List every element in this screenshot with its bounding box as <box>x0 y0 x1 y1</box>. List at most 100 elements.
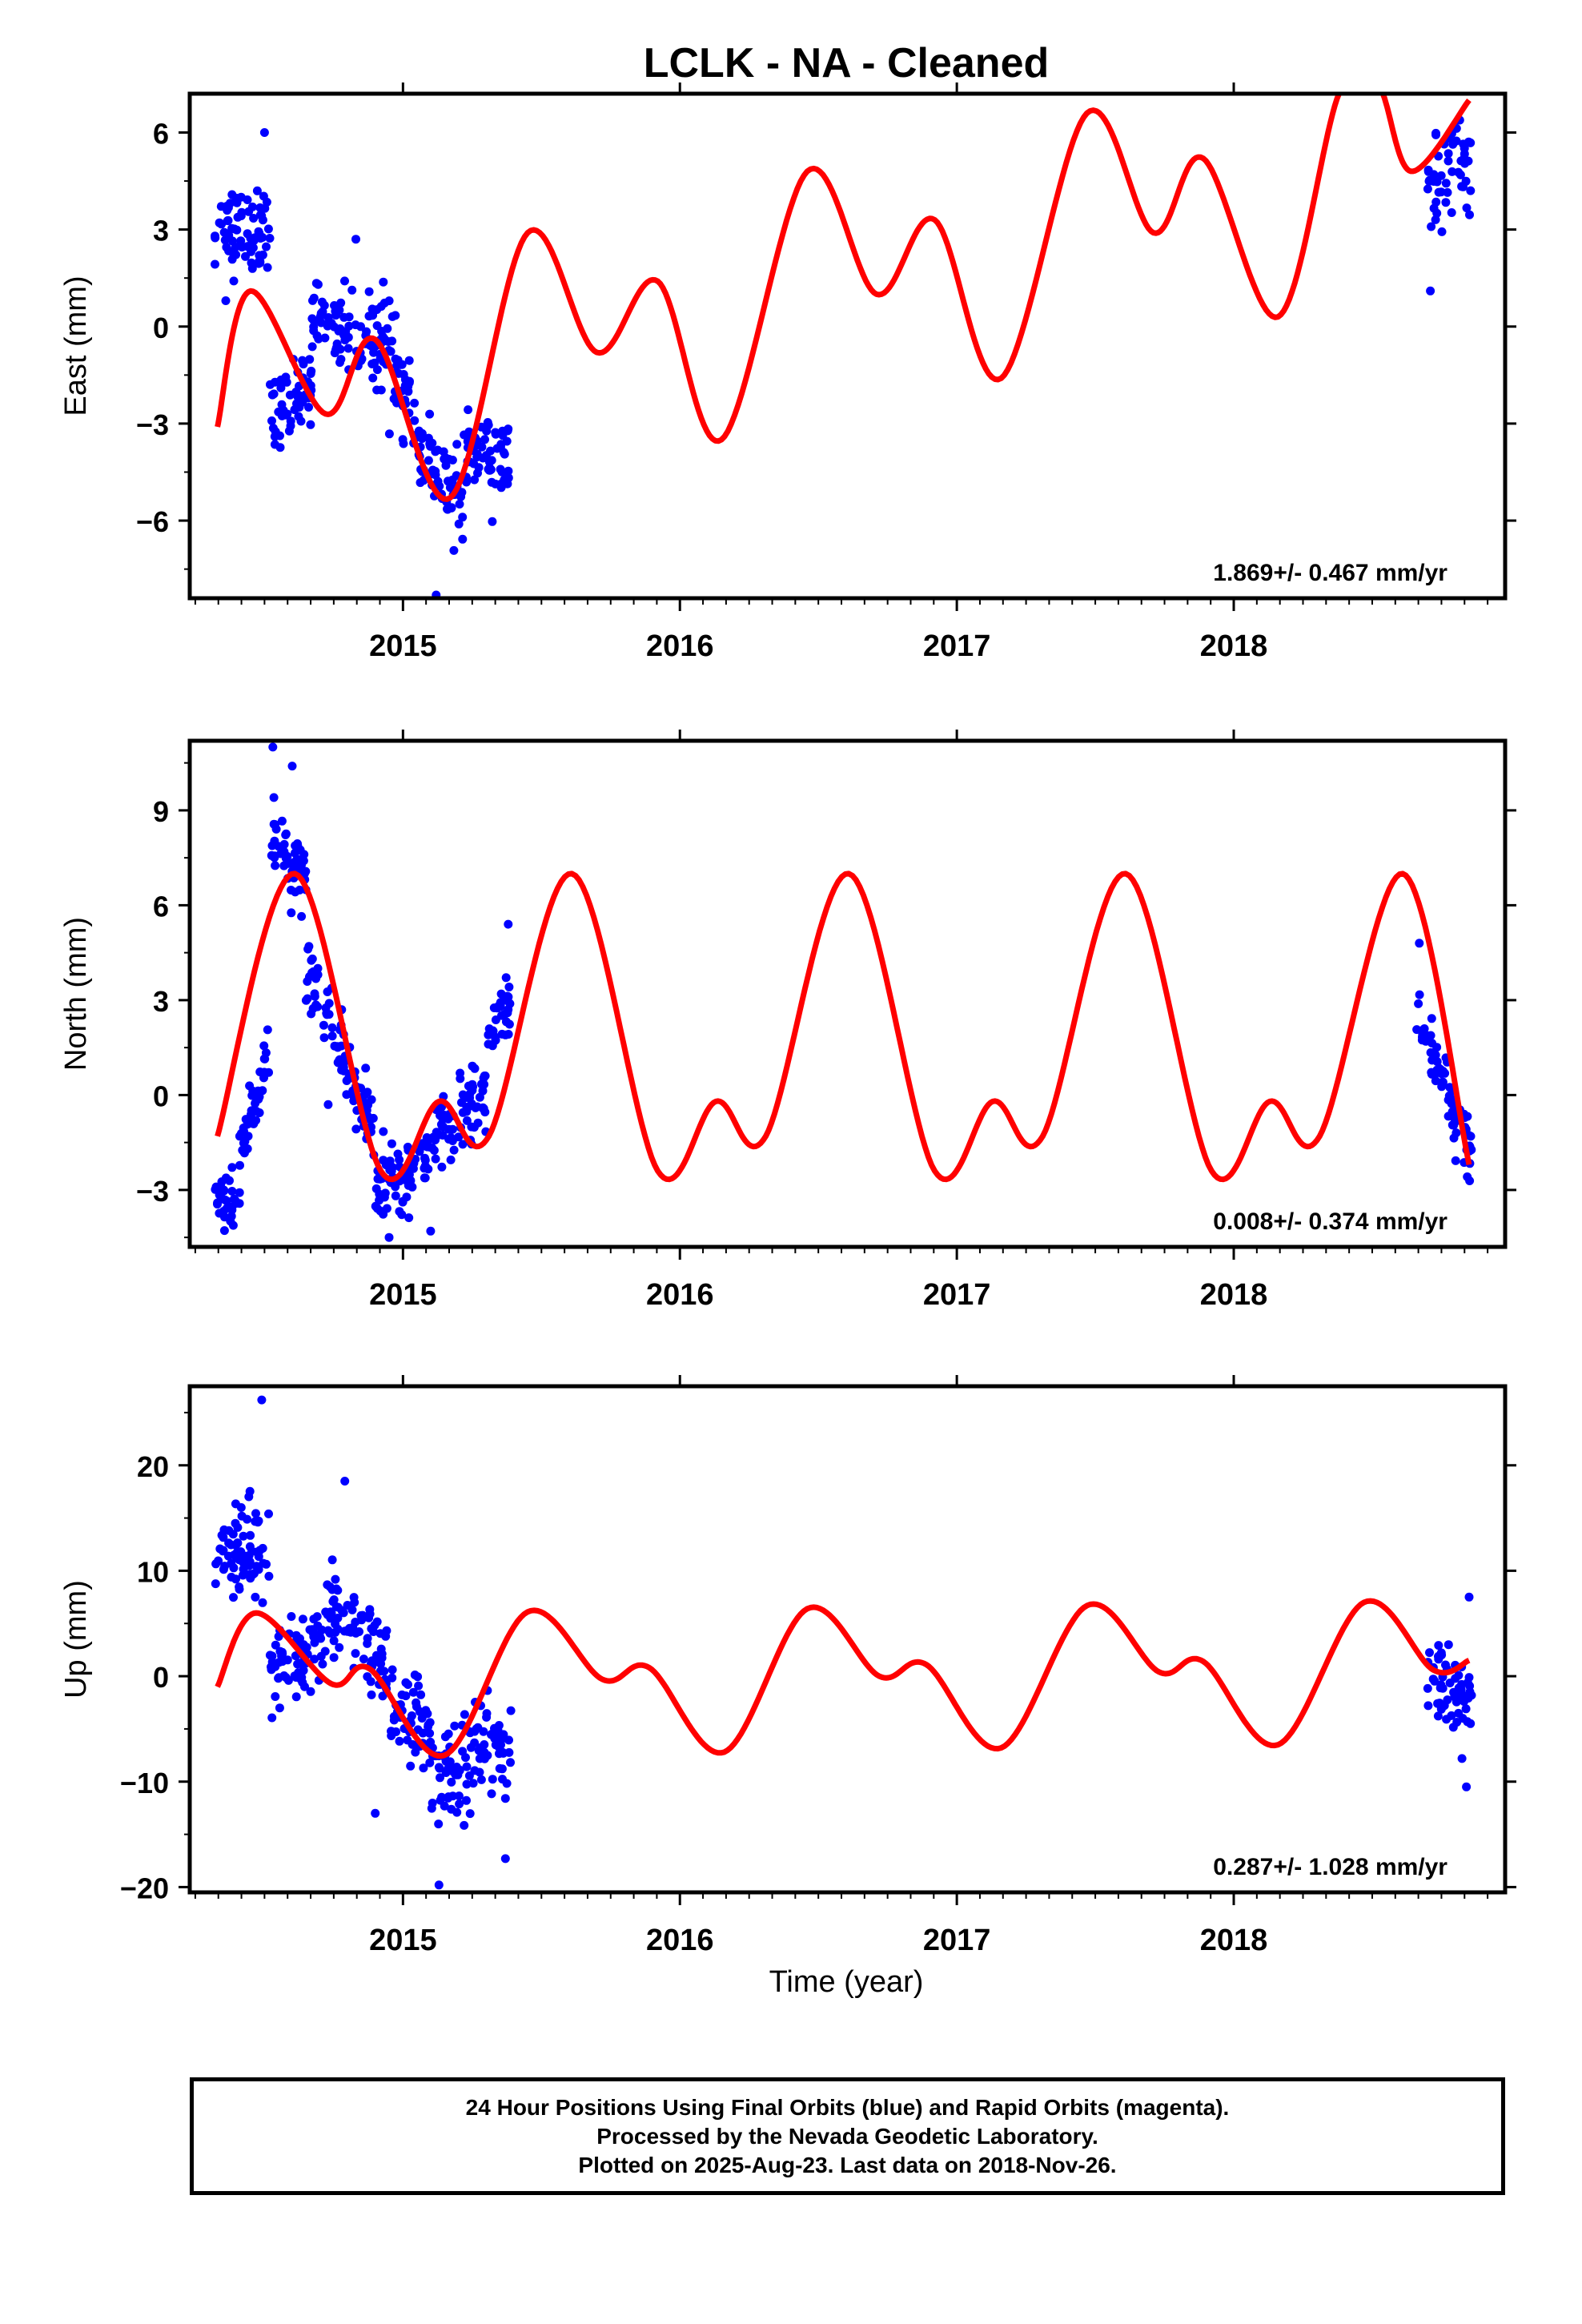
data-point <box>1432 1043 1442 1052</box>
data-point <box>449 1145 459 1155</box>
caption-line-2: Processed by the Nevada Geodetic Laborat… <box>596 2123 1098 2149</box>
data-point <box>351 1649 360 1659</box>
data-point <box>267 1713 277 1723</box>
data-point <box>458 534 468 544</box>
data-point <box>271 1640 280 1650</box>
data-point <box>460 1710 469 1719</box>
data-point <box>310 1655 319 1664</box>
data-point <box>261 1048 271 1058</box>
data-point <box>367 1690 376 1699</box>
data-point <box>417 1714 427 1723</box>
data-point <box>246 1112 255 1122</box>
data-point <box>349 1593 359 1602</box>
data-point <box>324 1010 334 1019</box>
data-point <box>230 224 239 234</box>
data-point <box>1460 1697 1469 1707</box>
data-point <box>414 1681 424 1691</box>
data-point <box>307 954 317 963</box>
data-point <box>428 1799 437 1807</box>
data-point <box>305 355 315 364</box>
data-point <box>298 1614 307 1624</box>
data-point <box>327 1608 336 1618</box>
data-point <box>235 1582 244 1592</box>
data-point <box>251 1517 260 1526</box>
data-point <box>450 1721 460 1731</box>
data-point <box>294 412 303 421</box>
data-point <box>434 1819 444 1829</box>
data-point <box>410 416 420 425</box>
x-tick-label: 2018 <box>1200 629 1268 663</box>
data-point <box>403 1142 412 1152</box>
data-point <box>470 1738 480 1747</box>
y-tick-label: 6 <box>153 890 169 923</box>
data-point <box>335 1642 344 1652</box>
data-point <box>1448 139 1458 149</box>
data-point <box>372 365 382 375</box>
data-point <box>504 992 513 1002</box>
y-tick-label: 9 <box>153 795 169 828</box>
data-point <box>219 1207 228 1216</box>
data-point <box>471 1103 480 1112</box>
x-tick-label: 2016 <box>646 1278 714 1312</box>
plot-frame <box>187 91 1508 601</box>
data-point <box>295 1659 304 1668</box>
data-point <box>364 287 374 296</box>
data-point <box>1426 1031 1435 1040</box>
data-point <box>306 369 315 378</box>
data-point <box>245 1081 255 1091</box>
data-point <box>438 1114 448 1123</box>
data-point <box>408 1739 417 1749</box>
data-point <box>397 1690 407 1699</box>
data-point <box>1427 1014 1436 1023</box>
data-point <box>314 334 323 344</box>
data-point <box>501 973 511 983</box>
data-point <box>219 1525 229 1534</box>
data-point <box>367 311 376 320</box>
data-point <box>283 858 293 868</box>
data-point <box>480 1072 489 1080</box>
y-tick-label: 10 <box>137 1555 169 1588</box>
data-point <box>246 1574 255 1583</box>
data-point <box>371 1184 381 1193</box>
plot-area <box>211 94 1476 598</box>
data-point <box>436 1773 444 1783</box>
data-point <box>335 324 345 333</box>
data-point <box>491 1740 500 1750</box>
data-point <box>454 1791 464 1801</box>
data-point <box>231 1518 240 1528</box>
data-point <box>401 1678 411 1687</box>
data-point <box>237 207 247 217</box>
data-point <box>281 830 291 839</box>
data-point <box>416 478 425 488</box>
data-point <box>1458 1714 1468 1723</box>
data-point <box>484 457 494 467</box>
data-point <box>480 435 489 444</box>
y-axis-label: East (mm) <box>59 275 93 416</box>
data-point <box>434 1880 444 1890</box>
data-point <box>258 1086 267 1096</box>
y-tick-label: 20 <box>137 1450 169 1483</box>
data-point <box>486 464 496 474</box>
data-point <box>1463 1112 1472 1121</box>
data-point <box>1452 1697 1461 1707</box>
data-point <box>452 1807 462 1817</box>
data-point <box>406 1761 416 1771</box>
data-point <box>267 850 276 860</box>
data-point <box>297 911 307 921</box>
data-point <box>259 1558 268 1568</box>
data-point <box>237 243 247 252</box>
data-point <box>443 505 452 514</box>
data-point <box>1443 1112 1453 1121</box>
data-point <box>495 1763 504 1773</box>
data-point <box>384 429 394 439</box>
data-point <box>339 1626 349 1636</box>
data-point <box>343 1601 352 1610</box>
data-point <box>496 442 505 452</box>
data-point <box>1423 1701 1433 1711</box>
data-point <box>475 1754 484 1763</box>
data-point <box>365 1609 375 1618</box>
data-point <box>1432 208 1442 218</box>
data-point <box>286 416 295 426</box>
data-point <box>425 409 435 419</box>
